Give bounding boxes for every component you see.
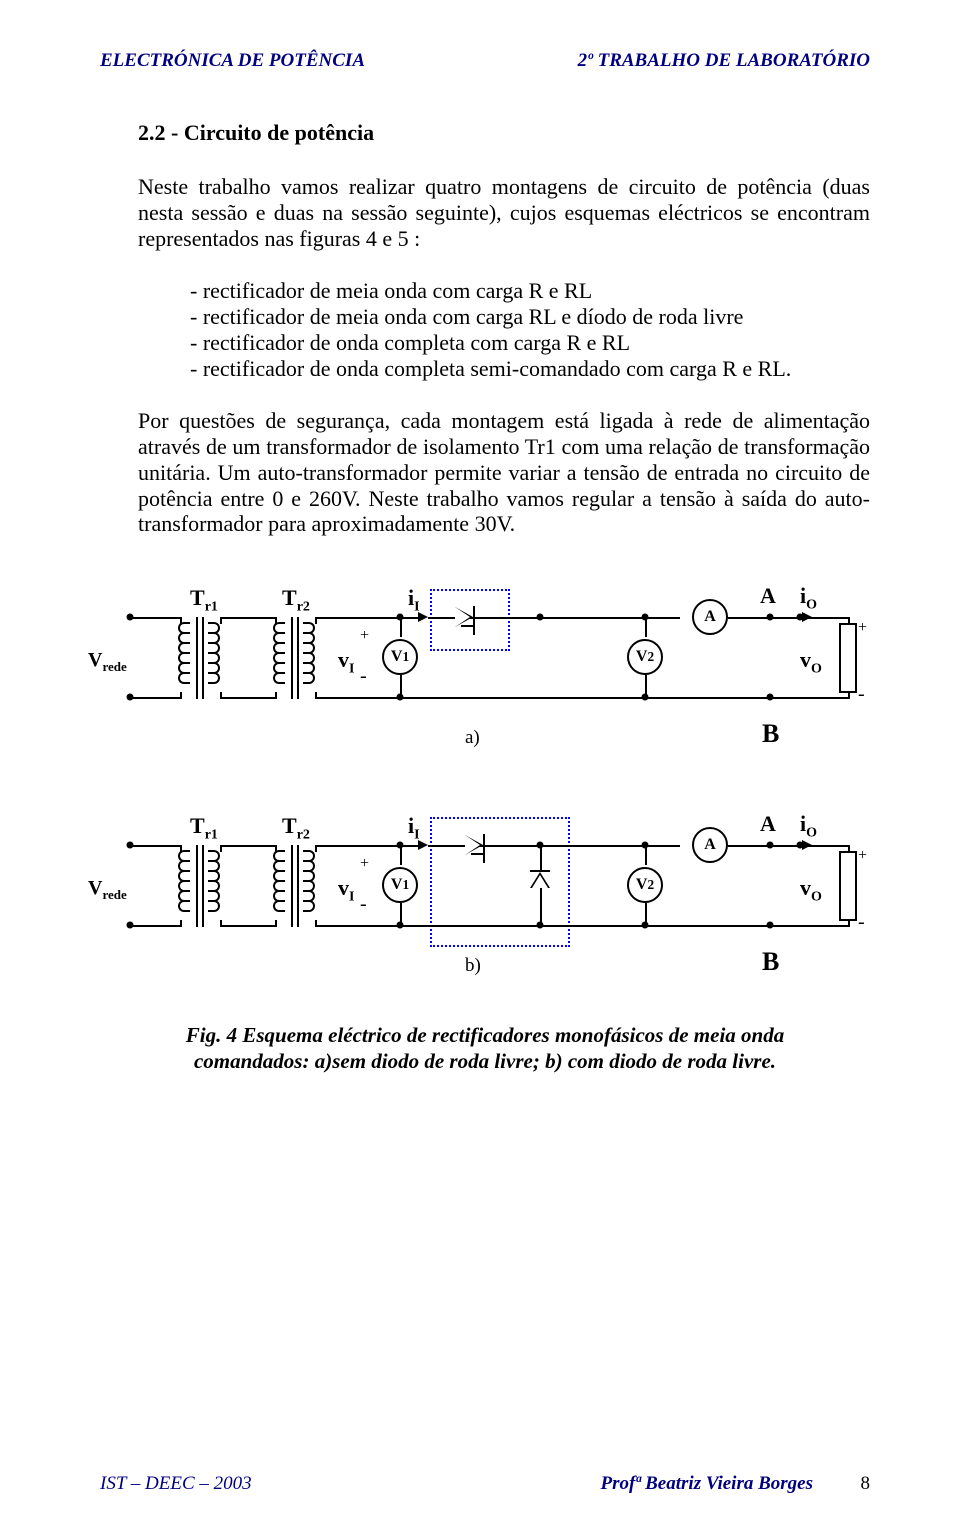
label-vrede-b: Vrede <box>88 877 127 903</box>
label-caption-b: b) <box>465 955 481 977</box>
list-item: - rectificador de meia onda com carga RL… <box>190 304 870 330</box>
label-tr1-b: Tr1 <box>190 813 218 843</box>
label-io-b: iO <box>800 811 817 841</box>
footer-left: IST – DEEC – 2003 <box>100 1473 252 1495</box>
voltmeter-v2-b: V2 <box>627 867 663 903</box>
voltmeter-v1-a: V1 <box>382 639 418 675</box>
label-plus-vo-b: + <box>858 847 867 865</box>
label-minus-vo-b: - <box>858 911 865 934</box>
figure-caption-line1: Fig. 4 Esquema eléctrico de rectificador… <box>100 1023 870 1048</box>
load-box-b <box>839 851 857 921</box>
header-right: 2º TRABALHO DE LABORATÓRIO <box>578 50 870 72</box>
figure-caption: Fig. 4 Esquema eléctrico de rectificador… <box>100 1023 870 1073</box>
footer-page: 8 <box>861 1473 871 1494</box>
list-item: - rectificador de onda completa semi-com… <box>190 356 870 382</box>
label-vi-b: vI <box>338 875 354 905</box>
circuit-b: A V1 V2 Vrede Tr1 Tr2 iI vI + - A iO vO … <box>100 795 890 1005</box>
label-io-a: iO <box>800 583 817 613</box>
label-vrede-a: Vrede <box>88 649 127 675</box>
voltmeter-v2-a: V2 <box>627 639 663 675</box>
label-ii-a: iI <box>408 585 420 615</box>
label-plus-vi-a: + <box>360 627 369 645</box>
label-vi-a: vI <box>338 647 354 677</box>
label-plus-vi-b: + <box>360 855 369 873</box>
header-left: ELECTRÓNICA DE POTÊNCIA <box>100 50 365 72</box>
label-caption-a: a) <box>465 727 480 749</box>
footer-author: Profª Beatriz Vieira Borges <box>601 1473 814 1494</box>
label-minus-vi-b: - <box>360 893 367 916</box>
label-minus-vo-a: - <box>858 683 865 706</box>
label-vo-b: vO <box>800 875 822 905</box>
paragraph-1: Neste trabalho vamos realizar quatro mon… <box>138 174 870 252</box>
label-B-node-b: B <box>762 947 779 977</box>
list-item: - rectificador de onda completa com carg… <box>190 330 870 356</box>
label-tr2-a: Tr2 <box>282 585 310 615</box>
figure-caption-line2: comandados: a)sem diodo de roda livre; b… <box>100 1049 870 1074</box>
list-item: - rectificador de meia onda com carga R … <box>190 278 870 304</box>
rectifier-list: - rectificador de meia onda com carga R … <box>190 278 870 382</box>
paragraph-2: Por questões de segurança, cada montagem… <box>138 408 870 538</box>
ammeter-a: A <box>692 599 728 635</box>
circuit-diagrams: A V1 V2 Vrede Tr1 Tr2 iI vI + - A iO vO … <box>100 567 870 1005</box>
label-vo-a: vO <box>800 647 822 677</box>
label-B-node-a: B <box>762 719 779 749</box>
label-plus-vo-a: + <box>858 619 867 637</box>
section-title: 2.2 - Circuito de potência <box>138 120 870 146</box>
page-footer: IST – DEEC – 2003 Profª Beatriz Vieira B… <box>100 1473 870 1495</box>
ammeter-b: A <box>692 827 728 863</box>
circuit-a: A V1 V2 Vrede Tr1 Tr2 iI vI + - A iO vO … <box>100 567 890 777</box>
label-minus-vi-a: - <box>360 665 367 688</box>
voltmeter-v1-b: V1 <box>382 867 418 903</box>
label-tr1-a: Tr1 <box>190 585 218 615</box>
label-A-node-a: A <box>760 583 776 609</box>
page-header: ELECTRÓNICA DE POTÊNCIA 2º TRABALHO DE L… <box>100 50 870 72</box>
label-A-node-b: A <box>760 811 776 837</box>
label-ii-b: iI <box>408 813 420 843</box>
load-box-a <box>839 623 857 693</box>
label-tr2-b: Tr2 <box>282 813 310 843</box>
